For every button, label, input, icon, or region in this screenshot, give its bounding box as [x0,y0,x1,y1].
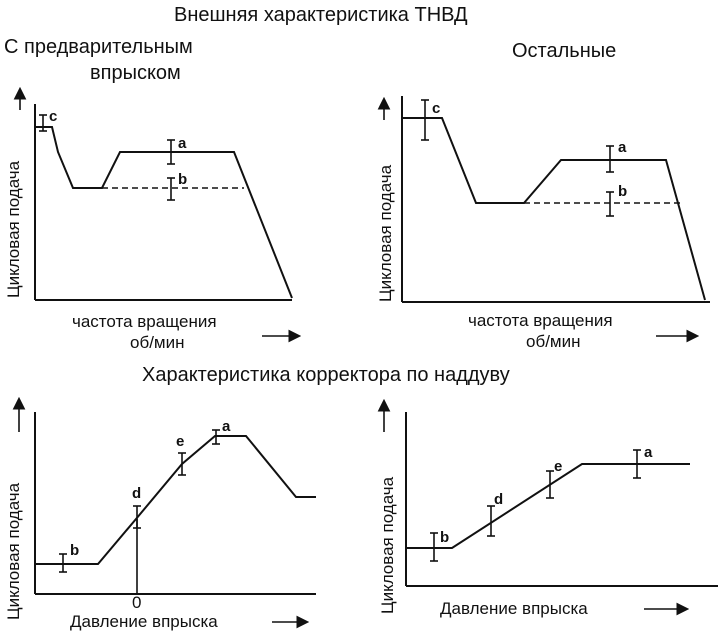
tl-axes [34,104,292,301]
br-point-a: a [644,444,653,461]
bl-zero-label: 0 [132,593,142,612]
br-point-b: b [440,529,450,546]
br-point-d: d [494,491,504,508]
bl-curve [36,435,316,565]
br-errorbars [430,449,641,562]
br-point-e: e [554,458,563,475]
tr-xlabel-line1: частота вращения [468,311,613,330]
tr-heading: Остальные [512,40,617,62]
bl-point-d: d [132,485,142,502]
bottom-title: Характеристика корректора по наддуву [142,364,510,386]
tl-heading-line1: С предварительным [4,36,193,58]
bl-axes [34,412,316,595]
br-axes [405,412,718,587]
bl-point-b: b [70,542,80,559]
tr-point-a: a [618,139,627,156]
br-curve [407,463,690,549]
bl-errorbars [59,429,220,573]
tr-axes [401,96,710,303]
tl-errorbars [39,114,175,201]
bl-xlabel: Давление впрыска [70,612,218,631]
tl-xlabel-line2: об/мин [130,333,185,352]
tr-point-b: b [618,183,628,200]
tr-curve [403,117,706,301]
tl-point-b: b [178,171,188,188]
tr-errorbars [421,99,614,217]
br-xlabel: Давление впрыска [440,599,588,618]
tr-point-c: c [432,100,441,117]
tl-xlabel-line1: частота вращения [72,312,217,331]
bl-point-e: e [176,433,185,450]
tl-point-a: a [178,135,187,152]
top-title: Внешняя характеристика ТНВД [174,4,468,26]
tl-curve [36,126,293,299]
tl-heading-line2: впрыском [90,62,181,84]
bl-point-a: a [222,418,231,435]
tr-xlabel-line2: об/мин [526,332,581,351]
tl-point-c: c [49,108,58,125]
